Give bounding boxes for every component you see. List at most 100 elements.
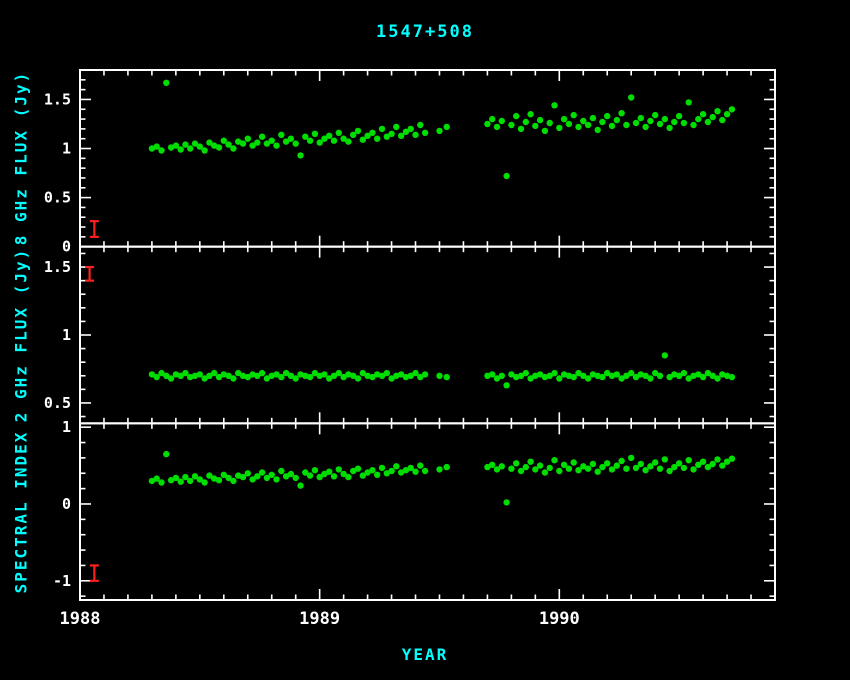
error-bar <box>89 220 99 238</box>
data-point <box>580 372 587 379</box>
data-point <box>704 463 712 471</box>
data-point <box>258 469 266 476</box>
data-point <box>575 123 582 131</box>
data-point <box>235 138 242 145</box>
panel-8ghz-flux: 0 0.5 1 1.5 <box>44 69 776 256</box>
data-point <box>278 131 285 138</box>
data-point <box>699 111 707 118</box>
data-point <box>508 121 515 129</box>
data-point <box>196 371 203 378</box>
data-point <box>311 369 319 377</box>
data-point <box>402 373 410 381</box>
data-point <box>618 375 625 382</box>
y-tick-label: 0.5 <box>44 394 71 412</box>
data-point <box>503 382 510 389</box>
data-point <box>489 115 496 123</box>
plot-title: 1547+508 <box>376 22 474 42</box>
data-point <box>244 373 251 381</box>
data-point <box>532 466 539 473</box>
panel-frame <box>79 422 776 602</box>
x-tick-label: 1989 <box>299 609 340 629</box>
data-point <box>551 102 558 109</box>
data-point <box>632 373 640 381</box>
data-point <box>436 127 443 135</box>
data-point <box>182 369 189 377</box>
data-point <box>513 112 520 120</box>
data-point <box>369 373 376 381</box>
data-point <box>163 79 170 87</box>
data-point <box>656 372 664 379</box>
data-point <box>546 372 553 379</box>
data-point <box>522 369 529 377</box>
data-point <box>723 111 731 118</box>
data-point <box>632 119 640 127</box>
data-point <box>402 128 410 135</box>
error-bar <box>89 564 99 582</box>
data-point <box>723 372 731 379</box>
data-point <box>661 352 668 359</box>
data-point <box>201 479 208 486</box>
data-point <box>321 470 328 478</box>
data-point <box>215 144 223 151</box>
y-tick-label: 1 <box>62 326 71 344</box>
data-point <box>671 118 678 126</box>
data-point <box>335 369 342 377</box>
data-point <box>647 463 654 470</box>
data-point <box>628 454 635 462</box>
data-point <box>637 460 644 468</box>
data-point <box>201 375 208 382</box>
data-point <box>393 123 400 131</box>
data-point <box>642 372 649 379</box>
data-point <box>695 371 702 378</box>
data-point <box>421 371 429 378</box>
data-point <box>647 117 654 125</box>
data-point <box>560 461 568 468</box>
data-point <box>599 463 606 471</box>
data-point <box>191 140 199 147</box>
data-point <box>527 458 534 465</box>
data-point <box>513 460 520 467</box>
data-point <box>541 469 549 476</box>
data-point <box>402 467 410 474</box>
data-point <box>321 371 328 378</box>
data-point <box>225 474 232 482</box>
data-point <box>182 473 189 481</box>
data-point <box>527 111 534 118</box>
y-tick-label: 0.5 <box>44 189 71 207</box>
y-tick-label: 1 <box>62 140 71 158</box>
data-point <box>374 135 381 142</box>
data-point <box>345 371 352 378</box>
data-point <box>326 132 333 139</box>
data-point <box>656 465 664 472</box>
data-point <box>436 372 443 379</box>
data-point <box>570 111 577 119</box>
data-point <box>191 473 199 480</box>
data-point <box>675 112 683 120</box>
data-point <box>167 375 175 382</box>
data-point <box>249 142 256 149</box>
panel-spectral-index: -1 0 1 <box>53 418 776 602</box>
data-point <box>632 464 640 472</box>
data-point <box>493 375 501 382</box>
data-point <box>546 119 553 127</box>
data-point <box>604 460 611 467</box>
data-point <box>584 375 592 382</box>
data-point <box>215 373 223 381</box>
data-point <box>215 477 223 484</box>
data-point <box>584 121 592 129</box>
data-point <box>383 369 390 377</box>
data-point <box>345 138 352 145</box>
data-point <box>297 152 304 159</box>
data-point <box>211 475 218 482</box>
data-point <box>268 471 275 478</box>
data-point <box>680 119 688 127</box>
data-point <box>158 147 165 154</box>
data-point <box>191 372 199 379</box>
data-point <box>330 137 338 144</box>
data-point <box>623 372 630 379</box>
data-point <box>311 130 319 137</box>
data-point <box>594 468 601 475</box>
data-point <box>704 118 712 126</box>
data-point <box>436 466 443 473</box>
data-point <box>282 138 290 145</box>
